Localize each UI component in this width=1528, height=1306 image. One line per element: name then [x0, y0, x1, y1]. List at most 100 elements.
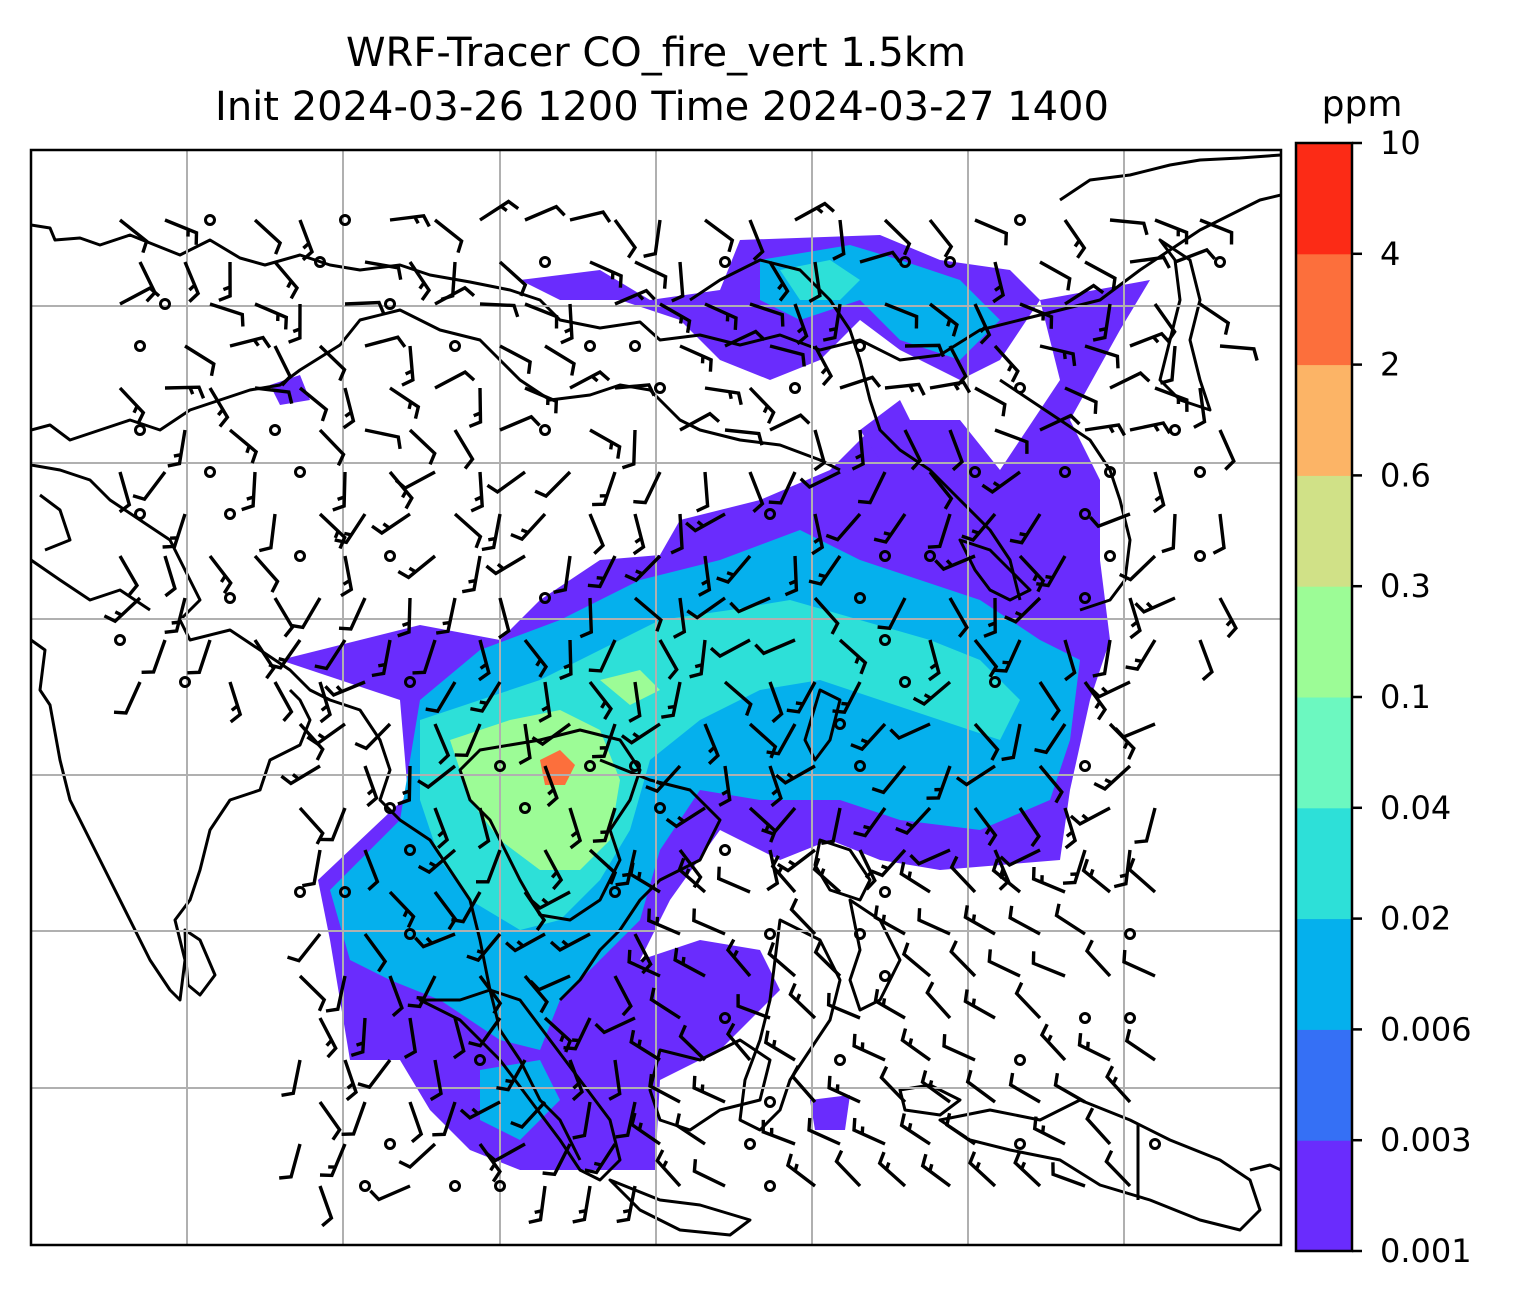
calm-wind-marker: [989, 676, 1001, 688]
wind-barb: [485, 1142, 526, 1163]
wind-barb: [808, 261, 822, 303]
wind-barb: [1154, 218, 1189, 245]
calm-wind-marker: [1079, 760, 1091, 772]
wind-barb: [388, 890, 416, 929]
wind-barb: [1212, 513, 1226, 555]
wind-barb: [900, 1028, 931, 1062]
wind-barb: [286, 932, 322, 963]
wind-barb: [1038, 681, 1061, 722]
wind-barb: [298, 219, 315, 262]
wind-barb: [973, 722, 1000, 761]
colorbar-tick-label: 0.3: [1380, 567, 1431, 605]
wind-barb: [973, 303, 992, 345]
wind-barb: [672, 597, 687, 639]
colorbar-tick-label: 10: [1380, 124, 1421, 162]
wind-barb: [991, 858, 1022, 894]
wind-barb: [318, 1185, 334, 1228]
colorbar-tick-label: 0.04: [1380, 789, 1451, 827]
wind-barb: [397, 597, 412, 638]
calm-wind-marker: [494, 1180, 506, 1192]
wind-barb: [1014, 981, 1042, 1020]
wind-barb: [616, 1185, 637, 1224]
wind-barb: [528, 1185, 547, 1225]
wind-barb: [1104, 1149, 1132, 1188]
colorbar-unit: ppm: [1322, 84, 1403, 125]
calm-wind-marker: [539, 592, 551, 604]
colorbar-tick-label: 4: [1380, 235, 1400, 273]
wind-barb: [254, 386, 294, 405]
wind-barb: [408, 428, 437, 466]
calm-wind-marker: [854, 760, 866, 772]
calm-wind-marker: [789, 382, 801, 394]
wind-barb: [1031, 951, 1066, 978]
calm-wind-marker: [404, 844, 416, 856]
wind-barb: [559, 639, 573, 681]
wind-barb: [534, 470, 572, 499]
wind-barb: [948, 597, 969, 638]
wind-barb: [647, 908, 681, 936]
wind-barb: [432, 1101, 457, 1137]
wind-barb: [1018, 807, 1041, 848]
wind-barb: [433, 807, 450, 849]
wind-barb: [825, 512, 862, 542]
colorbar-segment: [1296, 586, 1352, 698]
wind-barb: [241, 471, 257, 512]
wind-barb: [754, 638, 796, 656]
wind-barb: [768, 471, 797, 505]
wind-barb: [629, 1029, 661, 1062]
calm-wind-marker: [969, 466, 981, 478]
wind-barb: [470, 681, 502, 713]
wind-barb: [655, 1149, 682, 1188]
colorbar-segment: [1296, 807, 1352, 920]
calm-wind-marker: [539, 256, 551, 268]
wind-barb: [119, 286, 161, 306]
wind-barb: [920, 1070, 951, 1104]
wind-barb: [993, 344, 1020, 383]
wind-barb: [709, 638, 751, 659]
wind-barb: [1081, 858, 1112, 894]
wind-barb: [1114, 722, 1156, 740]
wind-barb: [649, 987, 681, 1020]
wind-barb: [498, 260, 528, 297]
wind-barb: [857, 471, 887, 505]
wind-barb: [318, 681, 332, 724]
wind-barb: [433, 723, 451, 765]
wind-barb: [435, 597, 457, 635]
wind-barb: [1084, 260, 1117, 291]
wind-barb: [645, 764, 682, 794]
wind-barb: [1134, 807, 1157, 844]
wind-barb: [499, 344, 532, 375]
wind-barb: [318, 1017, 338, 1059]
wind-barb: [253, 639, 276, 680]
wind-barb: [363, 765, 379, 808]
wind-barb: [1004, 596, 1042, 624]
wind-barb: [748, 386, 776, 425]
wind-barb: [281, 1059, 302, 1097]
wind-barb: [163, 555, 177, 598]
wind-barb: [716, 866, 751, 894]
wind-barb: [531, 722, 572, 747]
wind-barb: [793, 303, 809, 346]
calm-wind-marker: [1059, 466, 1071, 478]
wind-barb: [851, 429, 865, 471]
wind-barb: [481, 513, 502, 552]
wind-barb: [648, 1073, 681, 1104]
wind-barb: [813, 345, 834, 387]
wind-barb: [822, 303, 842, 342]
wind-barb: [632, 513, 646, 556]
wind-barb: [364, 335, 407, 348]
wind-barb: [425, 681, 457, 714]
wind-barb: [434, 285, 476, 306]
wind-barb: [218, 261, 232, 302]
wind-barb: [364, 260, 403, 281]
wind-barb: [273, 260, 300, 300]
calm-wind-marker: [654, 382, 666, 394]
calm-wind-marker: [1149, 1138, 1161, 1150]
wind-barb: [934, 554, 976, 572]
calm-wind-marker: [1014, 1054, 1026, 1066]
calm-wind-marker: [944, 256, 956, 268]
wind-barb: [1001, 723, 1022, 762]
wind-barb: [1064, 386, 1098, 414]
wind-barb: [320, 807, 347, 842]
wind-barb: [1118, 554, 1157, 582]
